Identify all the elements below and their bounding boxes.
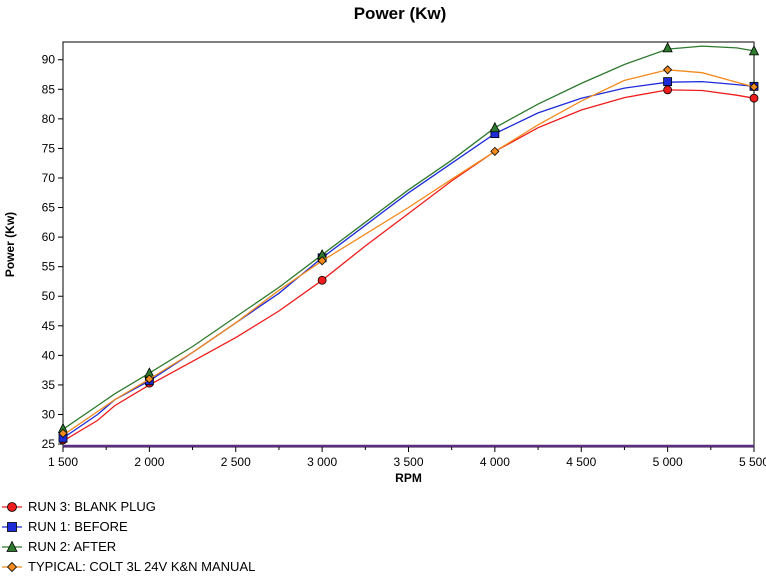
legend-item: TYPICAL: COLT 3L 24V K&N MANUAL	[0, 557, 400, 577]
series-2	[58, 77, 759, 443]
x-tick-label: 1 500	[48, 455, 78, 469]
legend-marker	[7, 502, 17, 512]
data-point	[662, 42, 673, 53]
legend-label: RUN 1: BEFORE	[28, 519, 128, 534]
data-point	[749, 82, 759, 92]
y-tick-label: 70	[42, 171, 56, 185]
legend-swatch	[2, 540, 22, 552]
y-tick-label: 60	[42, 230, 56, 244]
chart-title: Power (Kw)	[354, 4, 447, 23]
y-tick-label: 90	[42, 53, 56, 67]
legend-swatch	[2, 522, 22, 532]
data-point	[489, 121, 501, 133]
power-chart: Power (Kw) 2530354045505560657075808590 …	[3, 4, 766, 485]
y-tick-label: 55	[42, 260, 56, 274]
y-tick-label: 45	[42, 319, 56, 333]
series-layer	[57, 42, 760, 445]
data-point	[663, 65, 673, 75]
legend-label: RUN 3: BLANK PLUG	[28, 499, 156, 514]
data-point	[317, 256, 327, 266]
legend-swatch	[2, 502, 22, 512]
data-point	[58, 428, 68, 438]
x-tick-label: 5 500	[739, 455, 766, 469]
legend-marker	[6, 540, 18, 552]
data-point	[663, 85, 673, 95]
series-1	[58, 85, 759, 445]
y-axis: 25 30 35 40 45 50 55 60 65 70 75 80 85 90	[42, 53, 63, 451]
x-tick-label: 2 500	[221, 455, 251, 469]
series-line	[62, 69, 755, 436]
x-tick-label: 4 500	[566, 455, 596, 469]
x-tick-label: 3 500	[393, 455, 423, 469]
legend-swatch	[2, 561, 22, 573]
x-axis-title: RPM	[395, 471, 422, 485]
data-point	[144, 374, 154, 384]
y-tick-label: 50	[42, 289, 56, 303]
x-tick-label: 4 000	[480, 455, 510, 469]
series-line	[62, 80, 755, 439]
legend: RUN 3: BLANK PLUG RUN 1: BEFORE RUN 2: AFT…	[0, 497, 400, 577]
legend-label: TYPICAL: COLT 3L 24V K&N MANUAL	[28, 559, 256, 574]
series-line	[62, 89, 755, 442]
y-axis-title: Power (Kw)	[3, 212, 17, 277]
y-tick-label: 65	[42, 201, 56, 215]
x-tick-label: 3 000	[307, 455, 337, 469]
legend-marker	[6, 561, 18, 573]
x-axis: 1 500 2 000 2 500 3 000 3 500 4 000 4 500 5 000…	[48, 447, 766, 469]
y-tick-label: 40	[42, 348, 56, 362]
x-tick-label: 2 000	[134, 455, 164, 469]
legend-item: RUN 2: AFTER	[0, 537, 400, 557]
y-tick-label: 30	[42, 407, 56, 421]
data-point	[749, 93, 759, 103]
y-tick-label: 80	[42, 112, 56, 126]
legend-item: RUN 1: BEFORE	[0, 517, 400, 537]
legend-item: RUN 3: BLANK PLUG	[0, 497, 400, 517]
plot-area	[62, 41, 755, 448]
y-tick-label: 85	[42, 82, 56, 96]
x-tick-label: 5 000	[653, 455, 683, 469]
data-point	[748, 44, 760, 56]
legend-marker	[7, 522, 17, 532]
data-point	[490, 146, 500, 156]
series-3	[57, 42, 760, 434]
series-line	[62, 45, 755, 430]
y-tick-label: 25	[42, 437, 56, 451]
legend-label: RUN 2: AFTER	[28, 539, 117, 554]
y-tick-label: 35	[42, 378, 56, 392]
y-tick-label: 75	[42, 141, 56, 155]
series-4	[58, 65, 759, 438]
data-point	[317, 275, 327, 285]
data-point	[663, 77, 673, 87]
